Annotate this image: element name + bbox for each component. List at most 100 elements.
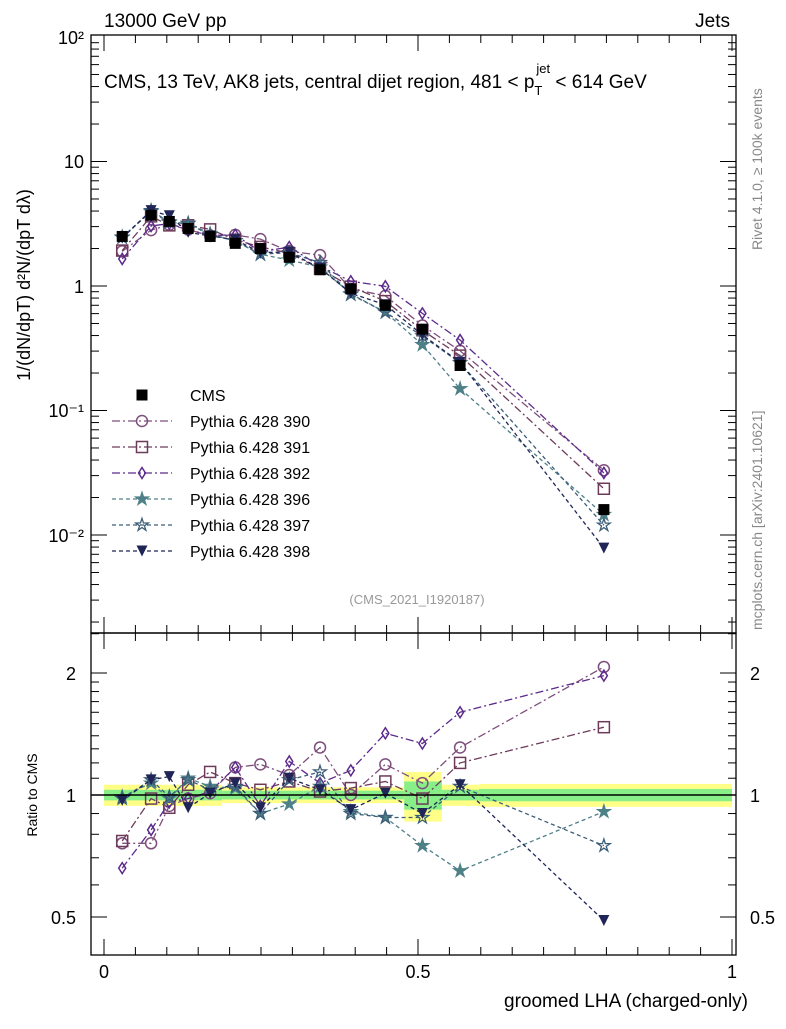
ratio-point [116, 794, 128, 806]
ratio-point [377, 808, 394, 825]
legend: CMS Pythia 6.428 390 Pythia 6.428 391 Py… [112, 388, 310, 561]
data-point [598, 542, 610, 554]
ratio-point [254, 802, 266, 814]
ratio-tick-label-right: 1 [750, 786, 760, 806]
ratio-point [203, 765, 217, 779]
legend-label: Pythia 6.428 396 [190, 492, 310, 509]
cms-data-point [229, 237, 241, 249]
ratio-series-line [121, 771, 605, 847]
ratio-point [454, 779, 466, 791]
data-point [455, 333, 465, 347]
data-point [595, 516, 613, 533]
ratio-point [416, 808, 428, 820]
plot-title: CMS, 13 TeV, AK8 jets, central dijet reg… [104, 61, 647, 98]
ratio-point [597, 660, 611, 674]
x-tick-label: 1 [727, 962, 737, 982]
top-right-label: Jets [695, 11, 730, 32]
ratio-series-line [122, 666, 605, 844]
legend-marker [136, 389, 148, 401]
data-point [146, 219, 156, 233]
upper-frame [90, 34, 737, 634]
side-label-bottom: mcplots.cern.ch [arXiv:2401.10621] [749, 411, 765, 630]
ratio-point [284, 754, 294, 769]
ratio-point [230, 760, 240, 775]
ratio-point [280, 795, 298, 812]
ratio-point [416, 792, 429, 805]
series-line [121, 222, 605, 474]
y-tick-label: 10⁻² [48, 526, 84, 546]
series-line [121, 224, 605, 471]
ratio-point [379, 758, 392, 771]
data-point [597, 463, 611, 477]
ratio-point [595, 836, 613, 853]
data-point [380, 279, 390, 294]
cms-data-point [116, 230, 128, 242]
ratio-point [252, 804, 269, 821]
ratio-point [414, 836, 431, 853]
ratio-frame [90, 632, 737, 956]
data-point [144, 223, 158, 237]
legend-marker [135, 440, 149, 454]
ratio-point [144, 792, 158, 805]
ratio-tick-label-right: 0.5 [750, 908, 775, 928]
x-tick-label: 0.5 [405, 962, 430, 982]
axis-ticks [91, 35, 736, 955]
ratio-y-label: Ratio to CMS [24, 753, 40, 836]
ratio-point [254, 758, 267, 771]
ratio-point [311, 763, 329, 780]
cms-data-point [379, 299, 391, 311]
ratio-point [342, 804, 360, 821]
ratio-point [414, 808, 431, 825]
ratio-point [451, 862, 469, 878]
legend-marker [137, 466, 147, 480]
legend-label: Pythia 6.428 391 [190, 440, 310, 457]
ratio-series-line [121, 777, 605, 872]
ratio-point [345, 804, 357, 816]
ratio-tick-label: 2 [66, 664, 76, 684]
legend-marker [133, 490, 151, 506]
ratio-point [314, 784, 326, 796]
cms-data-point [345, 283, 357, 295]
cms-data-point [163, 215, 175, 227]
ratio-point [597, 720, 611, 734]
ratio-tick-label: 0.5 [51, 908, 76, 928]
y-tick-label: 10 [64, 152, 84, 172]
series-line [121, 210, 605, 516]
ratio-point [313, 741, 327, 754]
ratio-point [182, 802, 194, 814]
ratio-point [455, 705, 465, 720]
ratio-point [117, 861, 127, 876]
ratio-point [599, 668, 609, 683]
ratio-point [179, 769, 197, 786]
cms-data-point [454, 359, 466, 371]
legend-label: Pythia 6.428 392 [190, 466, 310, 483]
x-tick-label: 0 [99, 962, 109, 982]
cms-data-point [598, 504, 610, 516]
ratio-point [346, 763, 356, 778]
ratio-point [283, 772, 295, 784]
cms-data-point [416, 323, 428, 335]
analysis-id: (CMS_2021_I1920187) [349, 592, 484, 607]
legend-label: Pythia 6.428 397 [190, 518, 310, 535]
ratio-point [145, 774, 157, 786]
ratio-point [598, 915, 610, 927]
cms-data-point [145, 209, 157, 221]
legend-marker [133, 516, 151, 532]
data-point [418, 306, 427, 321]
ratio-point [379, 775, 392, 788]
ratio-tick-label: 1 [66, 786, 76, 806]
data-point [163, 210, 175, 222]
cms-data-point [204, 230, 216, 242]
ratio-point [379, 787, 391, 799]
y-tick-label: 1 [74, 277, 84, 297]
ratio-point [418, 736, 427, 751]
data-point [599, 466, 609, 480]
legend-label: Pythia 6.428 398 [190, 544, 310, 561]
y-tick-label: 10² [58, 28, 84, 48]
y-tick-label: 10⁻¹ [48, 401, 84, 421]
top-left-label: 13000 GeV pp [104, 11, 227, 32]
ratio-tick-label-right: 2 [750, 664, 760, 684]
x-axis-label: groomed LHA (charged-only) [504, 991, 748, 1012]
ratio-series-line [121, 675, 605, 869]
